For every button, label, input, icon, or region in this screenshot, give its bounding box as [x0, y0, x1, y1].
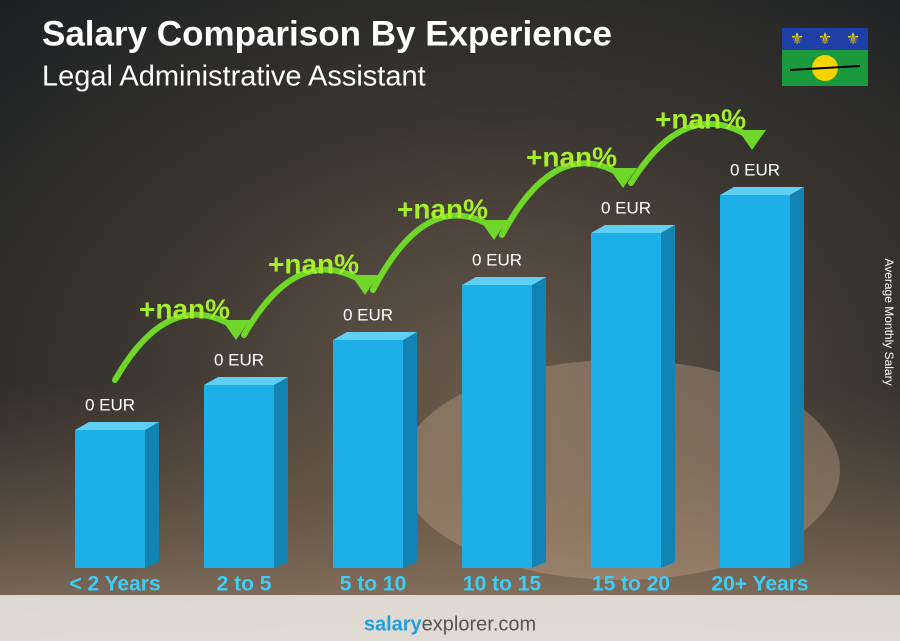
value-label: 0 EUR: [601, 198, 651, 217]
x-tick-label: 20+ Years: [711, 573, 808, 596]
value-label: 0 EUR: [214, 350, 264, 369]
chart-title: Salary Comparison By Experience: [42, 14, 612, 53]
value-label: 0 EUR: [472, 250, 522, 269]
x-tick-label: 2 to 5: [217, 573, 272, 596]
footer-band: [0, 595, 900, 641]
value-label: 0 EUR: [343, 305, 393, 324]
bar-top: [591, 225, 675, 233]
change-arrow-head: [351, 275, 379, 295]
change-arrow: [499, 160, 626, 238]
bar-body: [462, 285, 532, 568]
bar-side: [661, 225, 675, 568]
y-axis-label: Average Monthly Salary: [882, 258, 896, 385]
bar-top: [204, 377, 288, 385]
change-label: +nan%: [268, 248, 359, 279]
bar-side: [274, 377, 288, 568]
change-label: +nan%: [655, 103, 746, 134]
bar-side: [790, 187, 804, 568]
bar-body: [333, 340, 403, 568]
bar-body: [204, 385, 274, 568]
change-label: +nan%: [526, 141, 617, 172]
change-arrow-head: [222, 320, 250, 340]
x-tick-label: 10 to 15: [463, 573, 542, 596]
bar-top: [720, 187, 804, 195]
x-tick-label: 15 to 20: [592, 573, 670, 596]
change-label: +nan%: [139, 293, 230, 324]
svg-text:⚜: ⚜: [818, 31, 832, 48]
chart-subtitle: Legal Administrative Assistant: [42, 61, 426, 93]
bar-top: [333, 332, 417, 340]
footer-brand: salary: [364, 613, 423, 635]
flag: ⚜ ⚜ ⚜: [782, 28, 868, 86]
x-tick-label: < 2 Years: [69, 573, 160, 596]
change-arrow: [370, 212, 497, 293]
change-arrow-head: [609, 168, 637, 188]
x-tick-label: 5 to 10: [340, 573, 407, 596]
change-label: +nan%: [397, 193, 488, 224]
change-arrow: [628, 120, 755, 186]
change-arrow-head: [480, 220, 508, 240]
change-arrow-head: [738, 130, 766, 150]
bar-body: [591, 233, 661, 568]
bar-side: [403, 332, 417, 568]
bar-top: [75, 422, 159, 430]
svg-text:⚜: ⚜: [790, 31, 804, 48]
bar-body: [75, 430, 145, 568]
footer-site: explorer.com: [422, 613, 537, 635]
bar-side: [145, 422, 159, 568]
bar-top: [462, 277, 546, 285]
change-arrow: [112, 311, 239, 383]
value-label: 0 EUR: [730, 160, 780, 179]
change-arrow: [241, 266, 368, 338]
bar-side: [532, 277, 546, 568]
value-label: 0 EUR: [85, 395, 135, 414]
bar-body: [720, 195, 790, 568]
svg-text:⚜: ⚜: [846, 31, 860, 48]
